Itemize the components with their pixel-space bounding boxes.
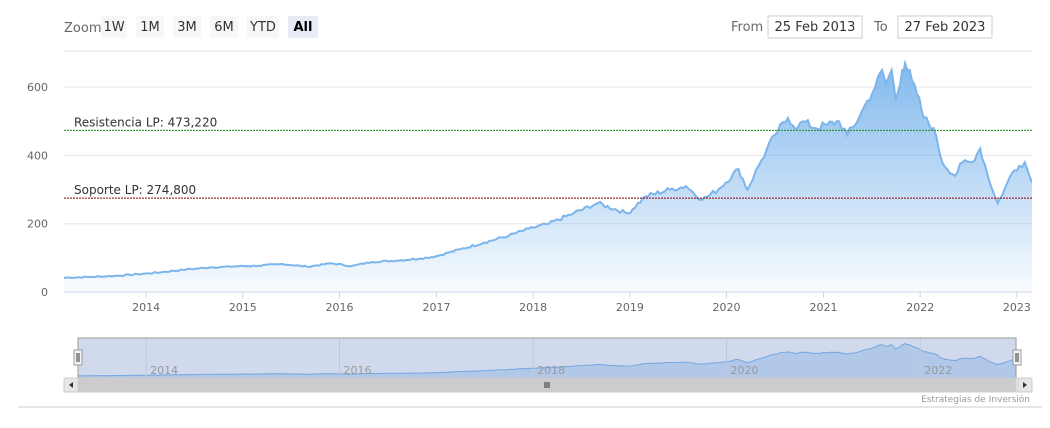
navigator-mask (77, 337, 1017, 379)
zoom-button-label: 1M (140, 20, 160, 35)
x-tick-label: 2021 (810, 301, 838, 314)
navigator-tick-label: 2016 (344, 364, 372, 377)
zoom-button-label: 3M (177, 20, 197, 35)
zoom-button-bg (247, 16, 279, 38)
navigator-tick-label: 2014 (150, 364, 178, 377)
zoom-button-6m[interactable]: 6M (210, 16, 238, 38)
x-tick-label: 2015 (229, 301, 257, 314)
from-label: From (731, 20, 763, 35)
to-date-box (897, 15, 993, 39)
price-line (64, 59, 1032, 280)
x-tick-label: 2014 (132, 301, 160, 314)
zoom-button-label: 6M (214, 20, 234, 35)
to-date-input[interactable]: 27 Feb 2023 (897, 15, 993, 39)
y-tick-label: 400 (27, 149, 48, 162)
x-tick-label: 2023 (1003, 301, 1031, 314)
zoom-button-label: All (294, 20, 313, 35)
zoom-button-label: 1W (103, 20, 124, 35)
support-label: Soporte LP: 274,800 (74, 183, 196, 197)
navigator-handle-right[interactable] (1012, 349, 1022, 366)
plot-lines: Resistencia LP: 473,220 Soporte LP: 274,8… (64, 115, 1032, 199)
credits-link[interactable]: Estrategias de Inversión (921, 394, 1030, 405)
scrollbar-right-button[interactable] (1017, 377, 1033, 393)
zoom-button-bg (173, 16, 201, 38)
navigator-handle-right-box (1012, 349, 1022, 366)
navigator-handle-left[interactable] (73, 349, 83, 366)
x-tick-label: 2022 (906, 301, 934, 314)
x-tick-label: 2020 (713, 301, 741, 314)
navigator-tick-label: 2018 (537, 364, 565, 377)
zoom-button-all[interactable]: All (288, 16, 318, 38)
price-area (64, 63, 1032, 292)
zoom-button-1w[interactable]: 1W (101, 16, 127, 38)
zoom-button-bg (101, 16, 127, 38)
to-label: To (873, 20, 888, 35)
y-tick-label: 0 (41, 286, 48, 299)
navigator-line (78, 342, 1016, 377)
from-date-input[interactable]: 25 Feb 2013 (767, 15, 863, 39)
navigator-tick-label: 2020 (731, 364, 759, 377)
x-tick-label: 2017 (422, 301, 450, 314)
navigator-area (78, 343, 1016, 378)
zoom-button-3m[interactable]: 3M (173, 16, 201, 38)
navigator-background (64, 338, 1032, 378)
x-tick-label: 2016 (326, 301, 354, 314)
zoom-buttons: 1W 1M 3M 6M YTD All (101, 16, 318, 38)
to-date-value: 27 Feb 2023 (905, 20, 986, 35)
x-tick-label: 2018 (519, 301, 547, 314)
navigator-handle-left-box (73, 349, 83, 366)
navigator-tick-label: 2022 (924, 364, 952, 377)
x-tick-label: 2019 (616, 301, 644, 314)
zoom-button-1m[interactable]: 1M (136, 16, 164, 38)
navigator-labels: 2014 2016 2018 2020 2022 (150, 364, 952, 377)
navigator[interactable]: 2014 2016 2018 2020 2022 (64, 337, 1032, 379)
scrollbar-left-button[interactable] (63, 377, 79, 393)
plot-area (64, 59, 1032, 292)
scroll-left-arrow-icon (69, 382, 73, 388)
y-tick-label: 600 (27, 81, 48, 94)
from-date-value: 25 Feb 2013 (775, 20, 856, 35)
zoom-button-bg (288, 16, 318, 38)
scroll-right-arrow-icon (1023, 382, 1027, 388)
scrollbar-grip (544, 382, 550, 388)
zoom-button-bg (136, 16, 164, 38)
y-tick-label: 200 (27, 218, 48, 231)
range-selector: Zoom 1W 1M 3M 6M YTD All From 25 Feb 2013 To … (64, 15, 993, 39)
zoom-button-ytd[interactable]: YTD (247, 16, 279, 38)
from-date-box (767, 15, 863, 39)
navigator-grid (145, 338, 921, 378)
resistance-label: Resistencia LP: 473,220 (74, 115, 217, 129)
y-axis-labels: 0 200 400 600 (27, 81, 48, 299)
zoom-button-label: YTD (249, 20, 276, 35)
scrollbar[interactable] (63, 377, 1033, 393)
zoom-button-bg (210, 16, 238, 38)
x-axis-labels: 2014 2015 2016 2017 2018 2019 2020 2021 2022 2023 (132, 292, 1031, 314)
zoom-label: Zoom (64, 21, 101, 36)
